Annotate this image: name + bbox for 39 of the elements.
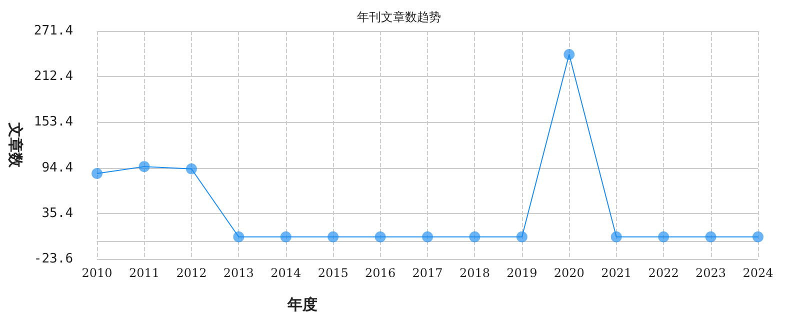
x-tick-label: 2023 <box>696 266 726 280</box>
point <box>138 161 150 172</box>
point <box>705 231 716 242</box>
point <box>233 231 244 242</box>
point <box>92 168 103 180</box>
point <box>516 231 528 242</box>
y-tick-label: 35.4 <box>42 206 74 221</box>
x-tick-label: 2022 <box>648 266 679 280</box>
chart-title: 年刊文章数趋势 <box>357 10 441 24</box>
point <box>280 231 292 242</box>
x-tick-label: 2012 <box>176 266 207 280</box>
y-tick-label: 271.4 <box>34 24 74 38</box>
point <box>422 231 434 242</box>
x-tick-label: 2021 <box>601 266 632 280</box>
y-tick-label: 94.4 <box>42 160 74 176</box>
point <box>658 231 670 242</box>
x-tick-label: 2016 <box>365 266 396 280</box>
x-tick-label: 2019 <box>506 266 538 280</box>
x-tick-label: 2011 <box>128 266 160 280</box>
point <box>752 231 764 242</box>
y-axis-title: 文章数 <box>6 122 24 168</box>
x-tick-label: 2014 <box>270 266 302 280</box>
y-tick-label: 153.4 <box>34 114 74 130</box>
x-tick-label: 2010 <box>82 266 112 280</box>
point <box>610 231 622 242</box>
point <box>186 163 197 174</box>
point <box>328 231 339 242</box>
y-tick-label: 212.4 <box>34 69 74 84</box>
x-tick-label: 2017 <box>412 266 443 280</box>
x-tick-label: 2015 <box>318 266 348 280</box>
y-tick-label: -23.6 <box>34 252 74 266</box>
x-tick-label: 2020 <box>554 266 584 280</box>
point <box>469 231 480 242</box>
x-tick-label: 2013 <box>223 266 254 280</box>
x-tick-label: 2018 <box>459 266 490 280</box>
x-axis-title: 年度 <box>286 296 318 314</box>
point <box>564 49 575 60</box>
point <box>374 231 386 242</box>
x-tick-label: 2024 <box>742 266 774 280</box>
